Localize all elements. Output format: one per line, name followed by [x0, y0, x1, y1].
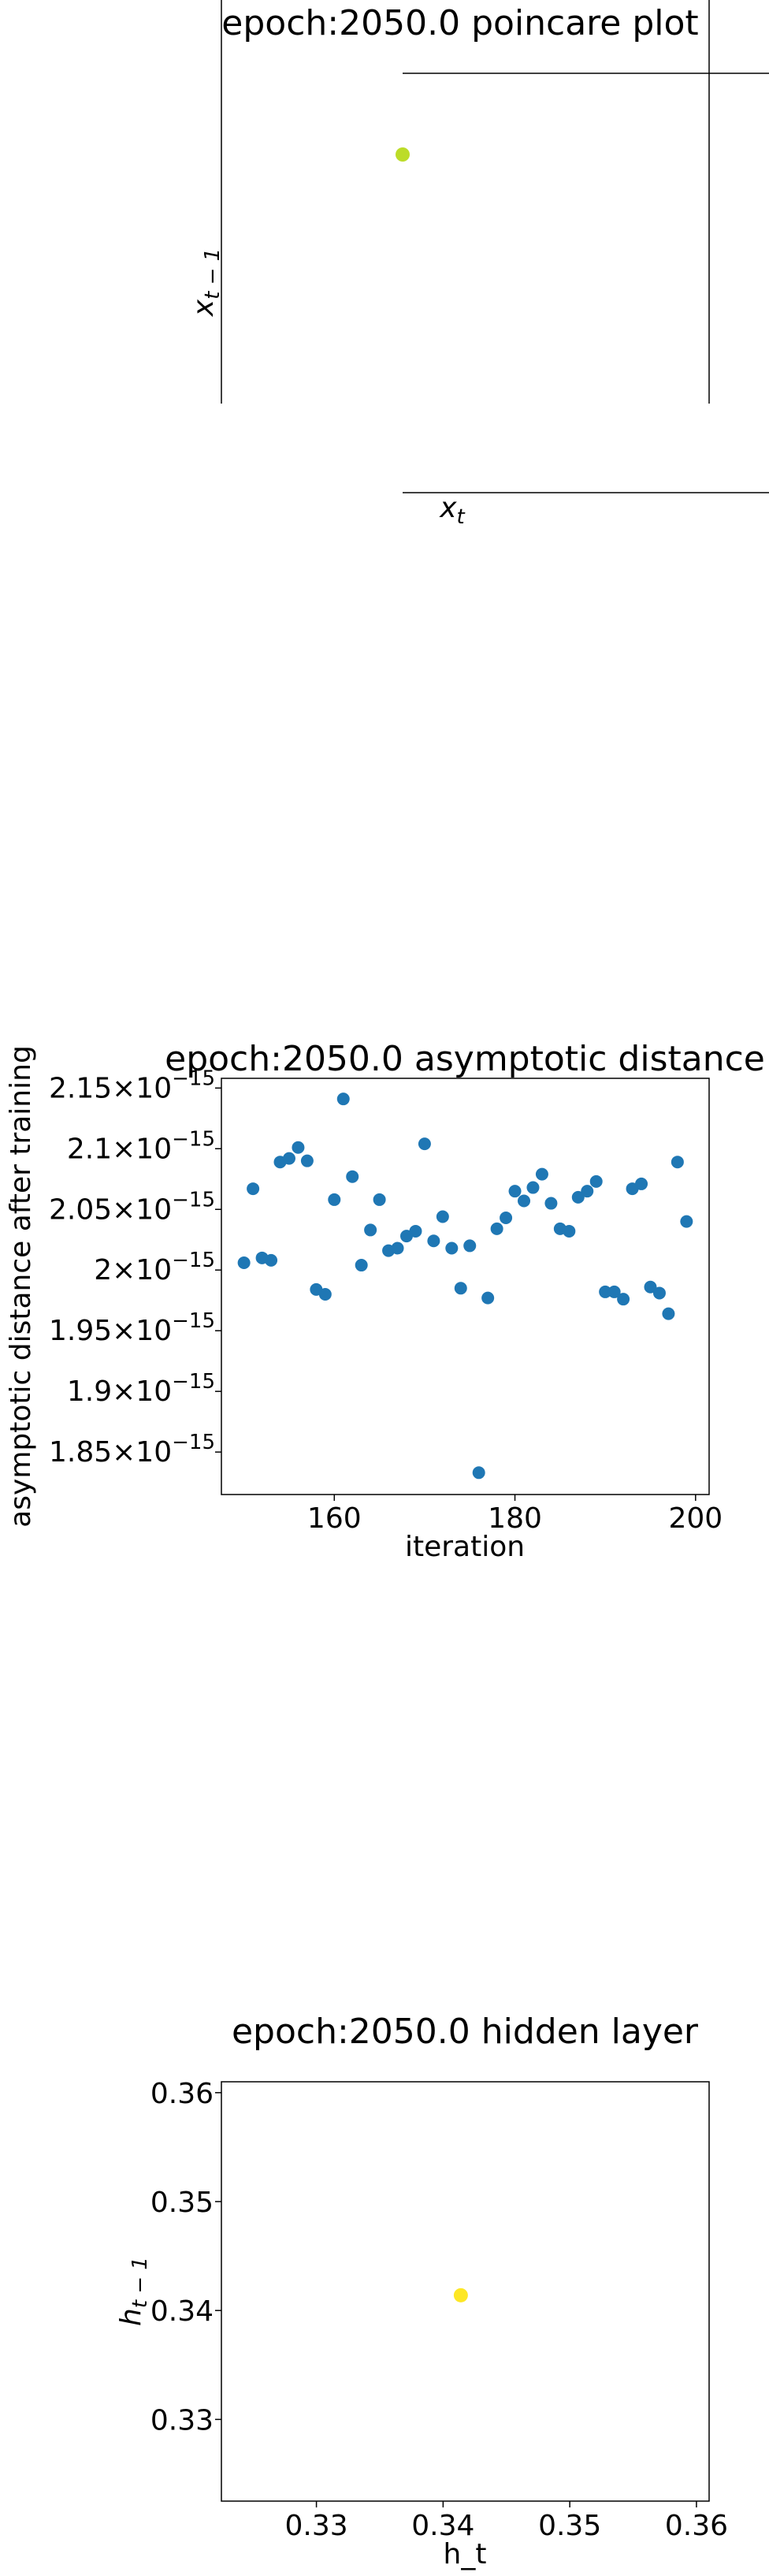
asymptotic-y-tick-label: 1.95×10−15: [49, 1309, 215, 1347]
asymptotic-y-tick-label: 2.05×10−15: [49, 1188, 215, 1226]
hidden-y-tick-label: 0.35: [150, 2187, 214, 2219]
asymptotic-y-tick-label: 2×10−15: [94, 1249, 215, 1286]
hidden-point: [453, 2288, 468, 2302]
asymptotic-point: [581, 1185, 594, 1198]
hidden-y-ticks: 0.36 0.35 0.34 0.33: [150, 2078, 221, 2436]
asymptotic-point: [418, 1137, 431, 1151]
hidden-x-ticks: 0.33 0.34 0.35 0.36: [285, 2501, 728, 2542]
hidden-xlabel: h_t: [444, 2538, 487, 2570]
asymptotic-plot-frame: [221, 1078, 710, 1495]
asymptotic-point: [282, 1152, 295, 1165]
asymptotic-y-tick-label: 1.85×10−15: [49, 1431, 215, 1469]
asymptotic-point: [617, 1293, 630, 1306]
asymptotic-point: [436, 1210, 449, 1223]
hidden-y-tick-label: 0.36: [150, 2078, 214, 2110]
asymptotic-x-tick-label: 200: [668, 1502, 723, 1535]
asymptotic-point: [518, 1194, 531, 1208]
asymptotic-y-tick-label: 2.1×10−15: [67, 1127, 215, 1165]
asymptotic-point: [364, 1223, 377, 1237]
hidden-plot-frame: [221, 2081, 710, 2502]
asymptotic-point: [526, 1181, 540, 1194]
asymptotic-points: [237, 1093, 693, 1480]
asymptotic-point: [644, 1280, 657, 1294]
asymptotic-point: [373, 1193, 386, 1206]
hidden-x-tick-label: 0.34: [411, 2510, 474, 2542]
asymptotic-point: [490, 1222, 503, 1235]
asymptotic-point: [292, 1141, 305, 1154]
asymptotic-x-tick-label: 160: [307, 1502, 362, 1535]
asymptotic-point: [237, 1256, 251, 1269]
asymptotic-x-ticks: 160 180 200: [307, 1495, 723, 1535]
asymptotic-y-ticks: 2.15×10−15 2.1×10−15 2.05×10−15 2×10−15 1.95…: [49, 1067, 221, 1469]
asymptotic-point: [589, 1174, 603, 1188]
asymptotic-point: [391, 1241, 404, 1255]
asymptotic-point: [671, 1156, 684, 1169]
asymptotic-point: [409, 1224, 422, 1238]
poincare-ylabel: xt − 1: [188, 248, 225, 317]
hidden-x-tick-label: 0.36: [665, 2510, 728, 2542]
asymptotic-point: [535, 1167, 548, 1181]
asymptotic-point: [445, 1241, 459, 1255]
hidden-points: [453, 2288, 468, 2302]
asymptotic-point: [635, 1177, 648, 1190]
asymptotic-xlabel: iteration: [405, 1531, 525, 1563]
hidden-x-tick-label: 0.35: [538, 2510, 601, 2542]
asymptotic-point: [346, 1170, 359, 1183]
asymptotic-distance-plot: epoch:2050.0 asymptotic distance 2.15×10…: [5, 1039, 765, 1563]
asymptotic-point: [652, 1286, 666, 1300]
hidden-y-tick-label: 0.34: [150, 2295, 214, 2328]
asymptotic-point: [607, 1285, 621, 1298]
asymptotic-y-tick-label: 2.15×10−15: [49, 1067, 215, 1104]
asymptotic-x-tick-label: 180: [488, 1502, 542, 1535]
hidden-layer-plot: epoch:2050.0 hidden layer 0.33 0.34 0.35 0.…: [115, 2012, 728, 2570]
asymptotic-point: [336, 1093, 350, 1106]
hidden-title: epoch:2050.0 hidden layer: [232, 2012, 699, 2052]
poincare-point: [396, 147, 410, 162]
asymptotic-point: [544, 1197, 558, 1210]
asymptotic-point: [500, 1212, 513, 1225]
asymptotic-point: [318, 1288, 332, 1301]
asymptotic-point: [472, 1466, 485, 1480]
asymptotic-point: [508, 1185, 522, 1198]
asymptotic-y-tick-label: 1.9×10−15: [67, 1370, 215, 1408]
asymptotic-point: [247, 1182, 260, 1196]
asymptotic-point: [662, 1307, 675, 1320]
hidden-y-tick-label: 0.33: [150, 2404, 214, 2436]
asymptotic-point: [328, 1193, 341, 1206]
asymptotic-title: epoch:2050.0 asymptotic distance: [165, 1039, 765, 1079]
poincare-title: epoch:2050.0 poincare plot: [221, 3, 698, 43]
asymptotic-point: [563, 1224, 576, 1238]
hidden-x-tick-label: 0.33: [285, 2510, 348, 2542]
asymptotic-point: [300, 1154, 314, 1167]
asymptotic-point: [680, 1215, 693, 1228]
asymptotic-point: [463, 1239, 477, 1253]
asymptotic-point: [599, 1285, 612, 1298]
asymptotic-point: [427, 1234, 440, 1248]
asymptotic-point: [265, 1253, 278, 1267]
asymptotic-point: [454, 1282, 467, 1295]
poincare-xlabel: xt: [439, 492, 465, 529]
poincare-plot: epoch:2050.0 poincare plot xt xt − 1: [188, 0, 769, 529]
asymptotic-point: [355, 1259, 368, 1272]
asymptotic-ylabel: asymptotic distance after training: [5, 1045, 37, 1528]
asymptotic-point: [571, 1190, 585, 1204]
asymptotic-point: [481, 1291, 495, 1305]
hidden-ylabel: ht − 1: [115, 2257, 152, 2326]
